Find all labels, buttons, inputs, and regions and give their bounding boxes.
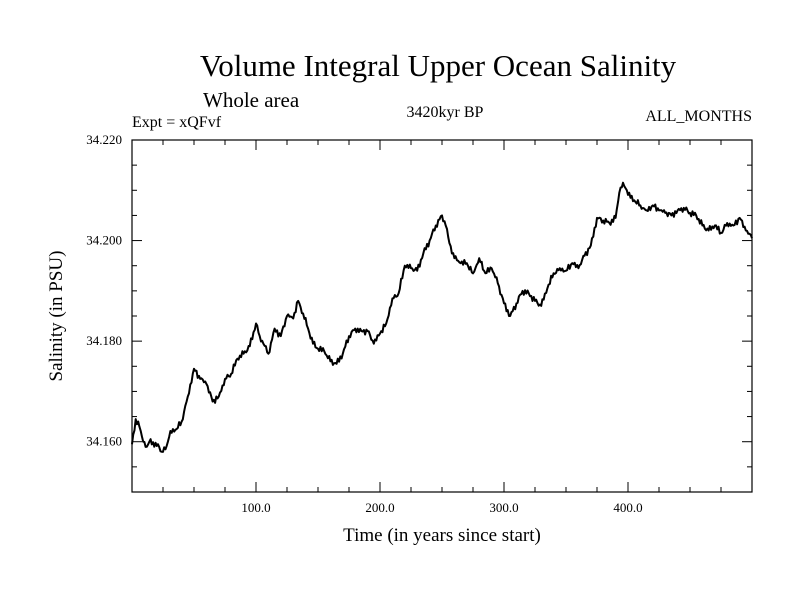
x-tick-label: 400.0	[613, 500, 642, 515]
plot-frame	[131, 139, 753, 493]
x-tick-label: 300.0	[489, 500, 518, 515]
months-label: ALL_MONTHS	[645, 108, 752, 125]
period-label: 3420kyr BP	[406, 104, 484, 121]
experiment-label: Expt = xQFvf	[132, 114, 222, 131]
y-tick-label: 34.180	[86, 333, 122, 348]
y-tick-label: 34.220	[86, 132, 122, 147]
x-axis-label: Time (in years since start)	[343, 525, 541, 546]
series-line-salinity	[131, 181, 753, 453]
axis-tick-labels: 100.0 200.0 300.0 400.0 34.160 34.180 34.200 34…	[86, 132, 642, 515]
y-tick-label: 34.160	[86, 434, 122, 449]
y-axis-label: Salinity (in PSU)	[46, 251, 67, 382]
x-tick-label: 100.0	[241, 500, 270, 515]
chart-subtitle: Whole area	[203, 88, 300, 112]
y-tick-label: 34.200	[86, 233, 122, 248]
chart-title: Volume Integral Upper Ocean Salinity	[199, 48, 677, 83]
axis-ticks	[132, 140, 752, 492]
x-tick-label: 200.0	[365, 500, 394, 515]
